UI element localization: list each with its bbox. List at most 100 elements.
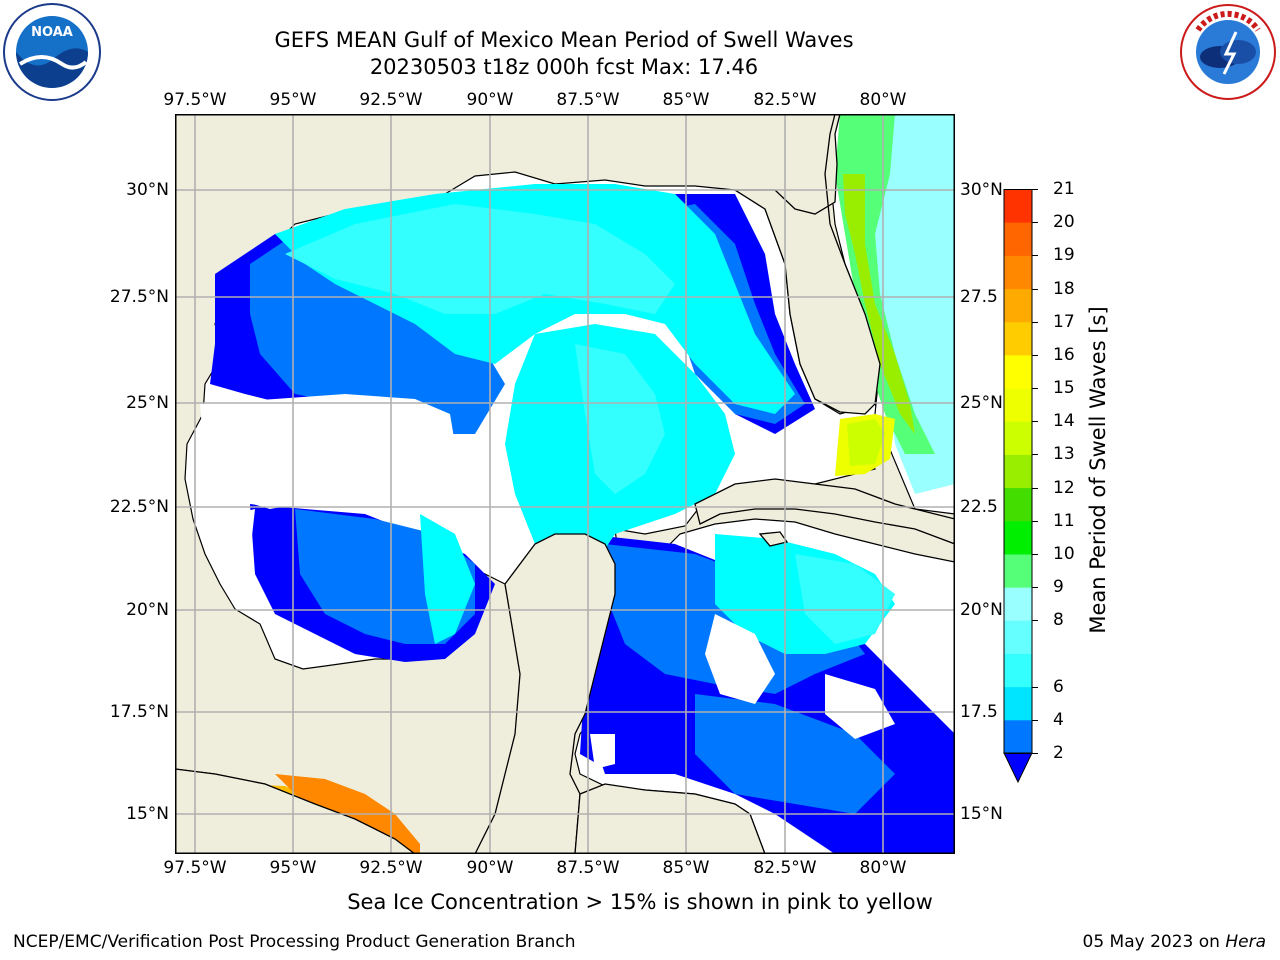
- colorbar-tick-label: 21: [1053, 179, 1075, 199]
- coastlines: [175, 114, 955, 854]
- colorbar-tick-mark: [1032, 686, 1038, 688]
- florida-land: [732, 114, 881, 415]
- footer-machine: Hera: [1225, 932, 1266, 952]
- footer-date-text: 05 May 2023 on: [1082, 932, 1220, 952]
- colorbar-tick-mark: [1032, 421, 1038, 423]
- cuba-land: [694, 478, 955, 545]
- footer-credit: NCEP/EMC/Verification Post Processing Pr…: [13, 932, 576, 952]
- colorbar-extend-triangle: [1003, 752, 1033, 784]
- lon-label-bottom: 85°W: [662, 858, 710, 878]
- colorbar-band: [1004, 653, 1032, 688]
- colorbar-tick-mark: [1032, 719, 1038, 721]
- lat-label-left: 20°N: [126, 600, 169, 620]
- colorbar-band: [1004, 587, 1032, 621]
- colorbar-tick-mark: [1032, 321, 1038, 323]
- colorbar-tick-label: 12: [1053, 477, 1075, 498]
- colorbar-tick-label: 19: [1053, 245, 1075, 266]
- colorbar-frame: [1003, 189, 1033, 754]
- colorbar-tick-label: 16: [1053, 344, 1075, 365]
- lon-label-top: 80°W: [859, 90, 907, 110]
- colorbar-band: [1004, 189, 1032, 223]
- colorbar-tick-mark: [1032, 354, 1038, 356]
- lat-label-left: 17.5°N: [109, 702, 169, 722]
- colorbar-tick-label: 2: [1053, 743, 1064, 763]
- yucatan-land: [175, 533, 616, 854]
- colorbar-tick-label: 20: [1053, 212, 1075, 233]
- map-frame: [175, 114, 955, 854]
- lat-label-left: 22.5°N: [109, 497, 169, 517]
- colorbar-band: [1004, 421, 1032, 455]
- colorbar-tick-mark: [1032, 189, 1038, 190]
- colorbar-band: [1004, 454, 1032, 489]
- colorbar-tick-label: 11: [1053, 510, 1075, 531]
- colorbar-tick-label: 15: [1053, 378, 1075, 399]
- colorbar-band: [1004, 620, 1032, 654]
- noaa-logo: NOAA: [2, 2, 102, 102]
- colorbar-tick-mark: [1032, 620, 1038, 622]
- lon-label-bottom: 92.5°W: [359, 858, 423, 878]
- lon-label-bottom: 82.5°W: [753, 858, 817, 878]
- lat-label-right: 27.5: [960, 287, 998, 307]
- colorbar-tick-label: 8: [1053, 610, 1064, 631]
- lat-label-right: 15°N: [960, 804, 1003, 824]
- chart-title: GEFS MEAN Gulf of Mexico Mean Period of …: [274, 28, 854, 52]
- colorbar-tick-label: 18: [1053, 278, 1075, 299]
- colorbar-tick-label: 13: [1053, 444, 1075, 465]
- colorbar-tick-mark: [1032, 753, 1038, 754]
- colorbar-band: [1004, 719, 1032, 754]
- sea-ice-note: Sea Ice Concentration > 15% is shown in …: [347, 890, 933, 914]
- colorbar-tick-label: 10: [1053, 543, 1075, 564]
- lat-label-right: 22.5: [960, 497, 998, 517]
- lon-label-top: 95°W: [269, 90, 317, 110]
- lat-label-left: 25°N: [126, 393, 169, 413]
- lon-label-bottom: 80°W: [859, 858, 907, 878]
- colorbar-tick-mark: [1032, 553, 1038, 555]
- lon-label-bottom: 87.5°W: [556, 858, 620, 878]
- colorbar-band: [1004, 321, 1032, 356]
- colorbar-tick-mark: [1032, 222, 1038, 224]
- colorbar-tick-mark: [1032, 520, 1038, 522]
- colorbar-band: [1004, 222, 1032, 256]
- colorbar-tick-label: 6: [1053, 676, 1064, 697]
- colorbar-tick-mark: [1032, 487, 1038, 489]
- colorbar-band: [1004, 686, 1032, 721]
- lon-label-bottom: 90°W: [466, 858, 514, 878]
- colorbar-tick-label: 14: [1053, 411, 1075, 432]
- colorbar-tick-label: 17: [1053, 311, 1075, 332]
- lat-label-left: 15°N: [126, 804, 169, 824]
- colorbar-band: [1004, 255, 1032, 290]
- lon-label-top: 90°W: [466, 90, 514, 110]
- colorbar-label: Mean Period of Swell Waves [s]: [1086, 306, 1110, 634]
- colorbar-tick-label: 4: [1053, 709, 1064, 730]
- colorbar-band: [1004, 354, 1032, 389]
- jamaica-land: [758, 531, 789, 547]
- lon-label-top: 97.5°W: [163, 90, 227, 110]
- lon-label-top: 87.5°W: [556, 90, 620, 110]
- lat-label-right: 30°N: [960, 180, 1003, 200]
- lon-label-bottom: 95°W: [269, 858, 317, 878]
- swell-field: [175, 114, 955, 854]
- colorbar-band: [1004, 553, 1032, 588]
- lat-label-right: 25°N: [960, 393, 1003, 413]
- colorbar-ticks: 2 4 6 8 9 10 11 12 13 14 15 16 17 18 19 20 21: [1032, 179, 1100, 769]
- graticule: [175, 114, 955, 854]
- map-panel: [175, 114, 955, 854]
- lat-label-right: 17.5: [960, 702, 998, 722]
- chart-subtitle: 20230503 t18z 000h fcst Max: 17.46: [369, 55, 759, 79]
- colorbar-band: [1004, 288, 1032, 323]
- lon-label-top: 92.5°W: [359, 90, 423, 110]
- noaa-logo-text: NOAA: [31, 25, 73, 40]
- colorbar-band: [1004, 487, 1032, 522]
- colorbar-band: [1004, 388, 1032, 422]
- lat-label-right: 20°N: [960, 600, 1003, 620]
- colorbar-tick-mark: [1032, 587, 1038, 589]
- colorbar-tick-mark: [1032, 255, 1038, 257]
- colorbar-tick-mark: [1032, 454, 1038, 456]
- lat-label-left: 30°N: [126, 180, 169, 200]
- colorbar-tick-label: 9: [1053, 577, 1064, 598]
- colorbar-tick-mark: [1032, 388, 1038, 390]
- lon-label-top: 85°W: [662, 90, 710, 110]
- lon-label-bottom: 97.5°W: [163, 858, 227, 878]
- colorbar: [1003, 189, 1033, 784]
- nws-logo: [1178, 2, 1278, 102]
